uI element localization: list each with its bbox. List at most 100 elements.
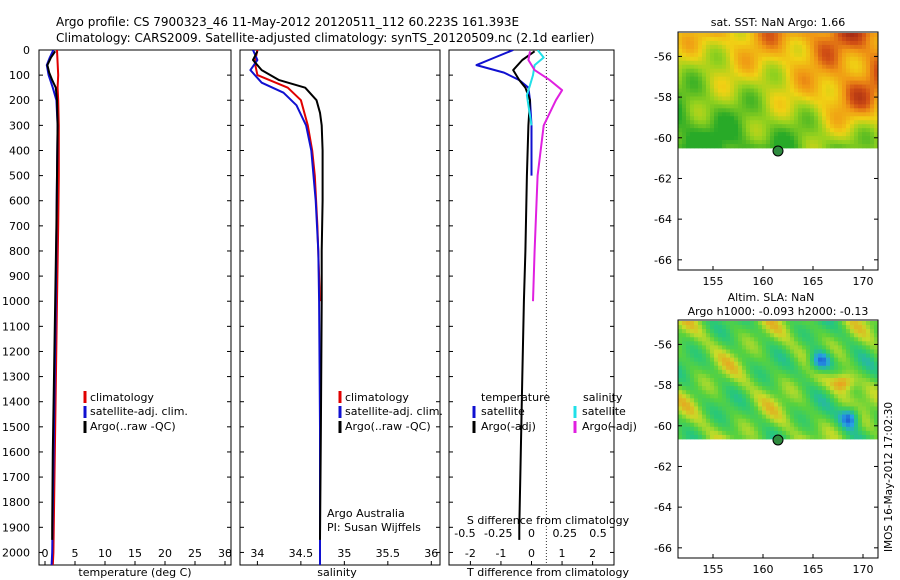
heatmap-cell: [730, 40, 735, 46]
heatmap-cell: [870, 361, 875, 367]
heatmap-cell: [678, 136, 683, 141]
heatmap-cell: [758, 394, 763, 399]
heatmap-cell: [802, 88, 807, 93]
heatmap-cell: [722, 44, 727, 50]
heatmap-cell: [734, 345, 739, 350]
heatmap-cell: [826, 349, 831, 354]
heatmap-cell: [822, 382, 827, 387]
heatmap-cell: [718, 329, 723, 334]
heatmap-cell: [810, 406, 815, 411]
heatmap-cell: [858, 406, 863, 411]
heatmap-cell: [678, 349, 683, 354]
heatmap-cell: [726, 386, 731, 391]
heatmap-cell: [866, 321, 871, 326]
heatmap-cell: [718, 386, 723, 391]
heatmap-cell: [870, 144, 875, 149]
heatmap-cell: [766, 84, 771, 89]
heatmap-cell: [874, 60, 879, 66]
heatmap-cell: [778, 426, 783, 432]
heatmap-cell: [802, 369, 807, 375]
heatmap-cell: [822, 410, 827, 415]
heatmap-cell: [770, 361, 775, 367]
heatmap-cell: [814, 33, 819, 38]
heatmap-cell: [866, 60, 871, 66]
heatmap-cell: [862, 128, 867, 133]
heatmap-cell: [770, 377, 775, 383]
heatmap-cell: [682, 394, 687, 399]
heatmap-cell: [726, 325, 731, 330]
heatmap-cell: [790, 434, 795, 440]
heatmap-cell: [678, 96, 683, 101]
heatmap-cell: [862, 398, 867, 403]
heatmap-cell: [830, 108, 835, 113]
heatmap-cell: [746, 128, 751, 133]
heatmap-cell: [834, 92, 839, 97]
x-tick-label: 160: [753, 275, 774, 288]
heatmap-cell: [830, 369, 835, 375]
y-tick-label: -66: [654, 542, 672, 555]
heatmap-cell: [726, 144, 731, 149]
heatmap-cell: [714, 377, 719, 383]
heatmap-cell: [758, 373, 763, 379]
heatmap-cell: [710, 418, 715, 424]
heatmap-cell: [798, 132, 803, 137]
heatmap-cell: [742, 76, 747, 81]
heatmap-cell: [734, 386, 739, 391]
heatmap-cell: [862, 76, 867, 81]
heatmap-cell: [730, 128, 735, 133]
heatmap-cell: [858, 333, 863, 338]
heatmap-cell: [866, 108, 871, 113]
heatmap-cell: [710, 386, 715, 391]
heatmap-cell: [806, 60, 811, 66]
heatmap-cell: [802, 349, 807, 354]
heatmap-cell: [750, 140, 755, 145]
heatmap-cell: [818, 144, 823, 149]
y-tick-label: -58: [654, 91, 672, 104]
heatmap-cell: [710, 426, 715, 432]
heatmap-cell: [754, 418, 759, 424]
heatmap-cell: [762, 64, 767, 70]
heatmap-cell: [774, 132, 779, 137]
heatmap-cell: [738, 418, 743, 424]
heatmap-cell: [766, 132, 771, 137]
heatmap-cell: [790, 140, 795, 145]
heatmap-cell: [762, 80, 767, 85]
heatmap-cell: [850, 341, 855, 346]
series-climatology: [253, 50, 321, 302]
heatmap-cell: [810, 377, 815, 383]
heatmap-cell: [802, 104, 807, 109]
heatmap-cell: [678, 341, 683, 346]
heatmap-cell: [802, 418, 807, 424]
heatmap-cell: [682, 382, 687, 387]
heatmap-cell: [750, 76, 755, 81]
heatmap-cell: [730, 136, 735, 141]
heatmap-cell: [762, 329, 767, 334]
heatmap-cell: [862, 410, 867, 415]
heatmap-cell: [806, 84, 811, 89]
heatmap-cell: [702, 64, 707, 70]
heatmap-cell: [850, 116, 855, 121]
heatmap-cell: [726, 76, 731, 81]
heatmap-cell: [814, 108, 819, 113]
heatmap-cell: [678, 76, 683, 81]
salinity-xlabel: salinity: [317, 566, 357, 579]
heatmap-cell: [774, 430, 779, 436]
heatmap-cell: [730, 64, 735, 70]
heatmap-cell: [706, 434, 711, 440]
heatmap-cell: [734, 60, 739, 66]
heatmap-cell: [818, 100, 823, 105]
heatmap-cell: [786, 44, 791, 50]
heatmap-cell: [818, 369, 823, 375]
heatmap-cell: [698, 80, 703, 85]
heatmap-cell: [734, 349, 739, 354]
heatmap-cell: [742, 361, 747, 367]
heatmap-cell: [870, 40, 875, 46]
heatmap-cell: [794, 333, 799, 338]
heatmap-cell: [774, 60, 779, 66]
heatmap-cell: [806, 345, 811, 350]
heatmap-cell: [718, 44, 723, 50]
heatmap-cell: [702, 353, 707, 359]
heatmap-cell: [870, 434, 875, 440]
heatmap-cell: [806, 414, 811, 420]
heatmap-cell: [806, 100, 811, 105]
